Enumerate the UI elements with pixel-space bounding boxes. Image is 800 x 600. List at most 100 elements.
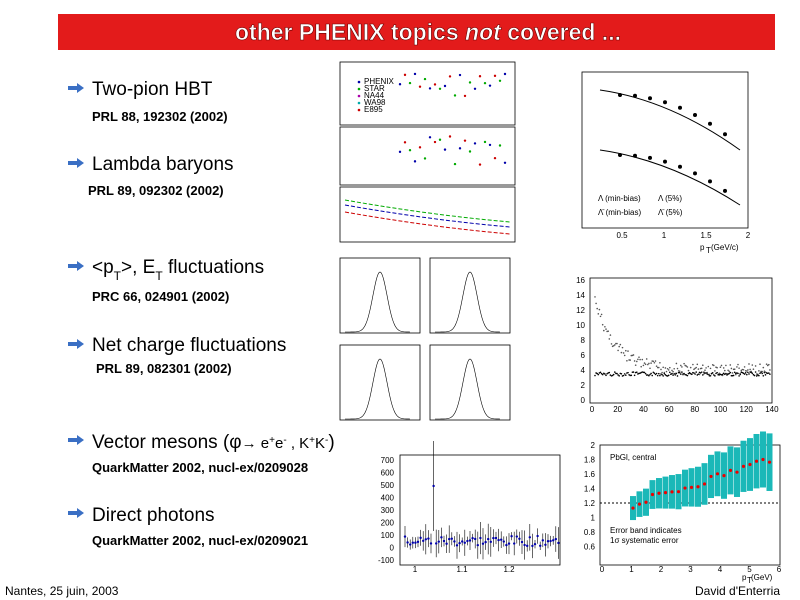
tick-label: 1 bbox=[629, 565, 634, 574]
plot-point bbox=[662, 375, 664, 377]
text-part: Vector mesons ( bbox=[92, 432, 230, 453]
plot-point bbox=[458, 541, 461, 545]
plot-point bbox=[662, 366, 664, 369]
plot-point bbox=[488, 84, 492, 87]
plot-point bbox=[601, 323, 604, 326]
plot-point bbox=[637, 502, 642, 506]
plot-point bbox=[686, 366, 689, 368]
plot-point bbox=[627, 371, 629, 374]
plot-point bbox=[357, 80, 361, 84]
plot-point bbox=[730, 367, 733, 370]
plot-point bbox=[450, 537, 453, 540]
plot-point bbox=[702, 364, 704, 367]
plot-point bbox=[605, 374, 607, 377]
plot-point bbox=[764, 374, 767, 376]
plot-point bbox=[709, 474, 713, 479]
plot-point bbox=[729, 364, 732, 366]
title-bar bbox=[58, 14, 775, 50]
plot-point bbox=[398, 83, 402, 86]
plot-point bbox=[437, 540, 440, 543]
plot-point bbox=[609, 374, 612, 376]
plot-point bbox=[647, 363, 649, 366]
plot-point bbox=[722, 473, 726, 478]
tick-label: 1.8 bbox=[584, 456, 596, 465]
tick-label: 1.2 bbox=[584, 499, 596, 508]
plot-point bbox=[693, 372, 695, 374]
plot-point bbox=[675, 372, 678, 375]
plot-point bbox=[645, 358, 648, 360]
plot-point bbox=[667, 369, 670, 371]
plot-point bbox=[594, 296, 596, 298]
footer-right: David d'Enterria bbox=[695, 584, 780, 598]
plot-point bbox=[518, 537, 521, 540]
tick-label: 120 bbox=[740, 405, 754, 414]
plot-point bbox=[672, 370, 674, 373]
fit-curve bbox=[599, 149, 741, 206]
plot-point bbox=[678, 370, 681, 372]
plot-point bbox=[693, 113, 697, 117]
plot-point bbox=[652, 360, 655, 363]
plot-point bbox=[638, 356, 640, 358]
plot-point bbox=[523, 543, 526, 547]
plot-point bbox=[703, 371, 705, 373]
plot-point bbox=[691, 373, 693, 376]
plot-point bbox=[654, 373, 657, 376]
plot-point bbox=[658, 366, 660, 369]
plot-point bbox=[616, 372, 618, 375]
plot-point bbox=[696, 363, 699, 366]
plot-point bbox=[661, 373, 663, 376]
plot-point bbox=[648, 374, 650, 377]
title-emphasis: not bbox=[465, 19, 502, 45]
plot-point bbox=[744, 372, 747, 374]
plot-point bbox=[640, 365, 642, 368]
tick-label: 12 bbox=[576, 306, 585, 315]
plot-point bbox=[661, 371, 663, 374]
plot-point bbox=[739, 373, 741, 376]
plot-point bbox=[541, 539, 544, 542]
plot-point bbox=[765, 363, 768, 365]
plot-point bbox=[680, 364, 682, 367]
plot-point bbox=[708, 374, 711, 377]
plot-point bbox=[618, 93, 622, 97]
plot-point bbox=[731, 372, 734, 374]
legend-text: Λ̄ (5%) bbox=[658, 208, 683, 217]
reference: PRL 89, 082301 (2002) bbox=[96, 361, 232, 376]
plot-point bbox=[608, 371, 611, 374]
plot-point bbox=[663, 372, 666, 375]
plot-point bbox=[604, 326, 606, 328]
plot-point bbox=[654, 360, 657, 362]
plot-point bbox=[762, 374, 765, 377]
tick-label: 1.5 bbox=[700, 231, 712, 240]
distribution-curve bbox=[344, 271, 411, 333]
plot-point bbox=[597, 373, 600, 376]
plot-point bbox=[752, 368, 755, 370]
plot-point bbox=[466, 539, 469, 543]
plot-point bbox=[758, 370, 760, 372]
plot-point bbox=[735, 373, 737, 376]
plot-point bbox=[484, 540, 487, 544]
plot-point bbox=[660, 368, 662, 371]
plot-point bbox=[664, 374, 667, 376]
plot-point bbox=[595, 302, 597, 305]
tick-label: PbGl, central bbox=[610, 453, 656, 462]
plot-point bbox=[644, 372, 647, 375]
plot-point bbox=[738, 367, 740, 369]
plot-point bbox=[487, 537, 490, 541]
plot-point bbox=[617, 374, 619, 376]
plot-frame bbox=[339, 186, 516, 243]
plot-point bbox=[769, 373, 771, 375]
plot-point bbox=[633, 153, 637, 158]
text-part: >, E bbox=[121, 257, 155, 278]
plot-point bbox=[552, 539, 555, 542]
plot-frame bbox=[339, 61, 516, 126]
plot-point bbox=[443, 148, 447, 151]
plot-point bbox=[600, 372, 603, 375]
fit-curve bbox=[344, 204, 511, 228]
plot-point bbox=[599, 371, 602, 374]
plot-point bbox=[634, 364, 637, 366]
plot-point bbox=[612, 373, 615, 376]
plot-point bbox=[678, 371, 681, 374]
plot-point bbox=[658, 372, 660, 375]
plot-point bbox=[743, 373, 746, 375]
plot-point bbox=[612, 344, 615, 347]
